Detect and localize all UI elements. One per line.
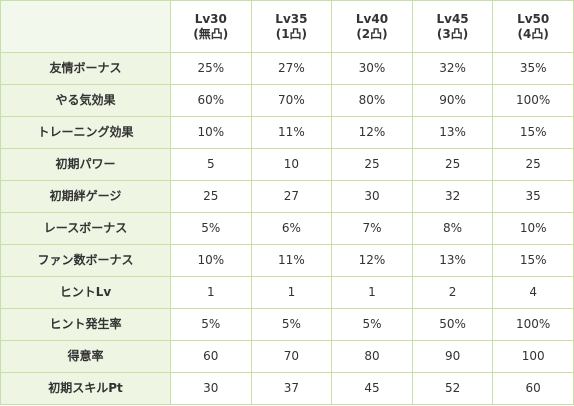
table-cell: 10%: [170, 116, 252, 149]
table-cell: 100%: [492, 84, 574, 117]
table-cell: 15%: [492, 244, 574, 277]
table-cell: 1: [170, 276, 252, 309]
corner-cell: [0, 0, 171, 53]
table-row: 初期パワー 5 10 25 25 25: [0, 148, 574, 181]
table-row: ヒントLv 1 1 1 2 4: [0, 276, 574, 309]
table-cell: 60: [170, 340, 252, 373]
table-cell: 1: [331, 276, 413, 309]
table-cell: 35: [492, 180, 574, 213]
table-cell: 27%: [250, 52, 333, 85]
table-cell: 13%: [411, 116, 494, 149]
row-label: 初期パワー: [0, 148, 171, 181]
row-label: やる気効果: [0, 84, 171, 117]
column-limit: (1凸): [275, 26, 308, 41]
table-cell: 25: [170, 180, 252, 213]
row-label: 友情ボーナス: [0, 52, 171, 85]
row-label: ヒントLv: [0, 276, 171, 309]
table-cell: 25: [492, 148, 574, 181]
table-cell: 11%: [250, 116, 333, 149]
table-cell: 12%: [331, 244, 413, 277]
table-cell: 70: [250, 340, 333, 373]
header-row: Lv30 (無凸) Lv35 (1凸) Lv40 (2凸) Lv45 (3凸) …: [0, 0, 574, 53]
column-limit: (3凸): [436, 26, 469, 41]
table-cell: 35%: [492, 52, 574, 85]
column-header: Lv50 (4凸): [492, 0, 574, 53]
column-header: Lv35 (1凸): [250, 0, 333, 53]
table-cell: 15%: [492, 116, 574, 149]
table-cell: 32%: [411, 52, 494, 85]
table-cell: 70%: [250, 84, 333, 117]
table-cell: 25: [331, 148, 413, 181]
table-cell: 5%: [170, 308, 252, 341]
table-cell: 30: [331, 180, 413, 213]
table-row: 得意率 60 70 80 90 100: [0, 340, 574, 373]
column-level: Lv30: [194, 11, 227, 26]
table-cell: 10: [250, 148, 333, 181]
column-level: Lv40: [355, 11, 389, 26]
row-label: レースボーナス: [0, 212, 171, 245]
table-cell: 7%: [331, 212, 413, 245]
table-cell: 4: [492, 276, 574, 309]
column-limit: (2凸): [356, 26, 388, 41]
table-cell: 10%: [492, 212, 574, 245]
row-label: 初期スキルPt: [0, 372, 171, 405]
table-cell: 60%: [170, 84, 252, 117]
table-cell: 5%: [250, 308, 333, 341]
table-cell: 30%: [331, 52, 413, 85]
column-level: Lv45: [436, 11, 469, 26]
table-cell: 25: [411, 148, 494, 181]
column-limit: (無凸): [193, 26, 229, 41]
column-level: Lv50: [517, 11, 550, 26]
table-cell: 80%: [331, 84, 413, 117]
table-cell: 90%: [411, 84, 494, 117]
column-level: Lv35: [275, 11, 308, 26]
table-cell: 60: [492, 372, 574, 405]
table-cell: 12%: [331, 116, 413, 149]
table-cell: 25%: [170, 52, 252, 85]
row-label: ヒント発生率: [0, 308, 171, 341]
table-cell: 100: [492, 340, 574, 373]
table-cell: 52: [411, 372, 494, 405]
table-cell: 27: [250, 180, 333, 213]
table-row: 初期絆ゲージ 25 27 30 32 35: [0, 180, 574, 213]
table-cell: 8%: [411, 212, 494, 245]
row-label: ファン数ボーナス: [0, 244, 171, 277]
table-cell: 1: [250, 276, 333, 309]
table-cell: 5%: [170, 212, 252, 245]
table-cell: 80: [331, 340, 413, 373]
table-row: ファン数ボーナス 10% 11% 12% 13% 15%: [0, 244, 574, 277]
table-cell: 5: [170, 148, 252, 181]
column-header: Lv45 (3凸): [411, 0, 494, 53]
column-header: Lv30 (無凸): [170, 0, 252, 53]
table-cell: 13%: [411, 244, 494, 277]
row-label: 初期絆ゲージ: [0, 180, 171, 213]
table-row: 友情ボーナス 25% 27% 30% 32% 35%: [0, 52, 574, 85]
table-cell: 37: [250, 372, 333, 405]
table-row: トレーニング効果 10% 11% 12% 13% 15%: [0, 116, 574, 149]
table-row: 初期スキルPt 30 37 45 52 60: [0, 372, 574, 405]
row-label: トレーニング効果: [0, 116, 171, 149]
table-row: ヒント発生率 5% 5% 5% 50% 100%: [0, 308, 574, 341]
table-cell: 10%: [170, 244, 252, 277]
table-cell: 2: [411, 276, 494, 309]
table-row: やる気効果 60% 70% 80% 90% 100%: [0, 84, 574, 117]
table-cell: 100%: [492, 308, 574, 341]
table-cell: 5%: [331, 308, 413, 341]
table-row: レースボーナス 5% 6% 7% 8% 10%: [0, 212, 574, 245]
table-cell: 90: [411, 340, 494, 373]
table-cell: 45: [331, 372, 413, 405]
column-limit: (4凸): [517, 26, 549, 41]
column-header: Lv40 (2凸): [331, 0, 413, 53]
table-cell: 11%: [250, 244, 333, 277]
table-cell: 50%: [411, 308, 494, 341]
table-cell: 32: [411, 180, 494, 213]
row-label: 得意率: [0, 340, 171, 373]
table-cell: 30: [170, 372, 252, 405]
table-cell: 6%: [250, 212, 333, 245]
